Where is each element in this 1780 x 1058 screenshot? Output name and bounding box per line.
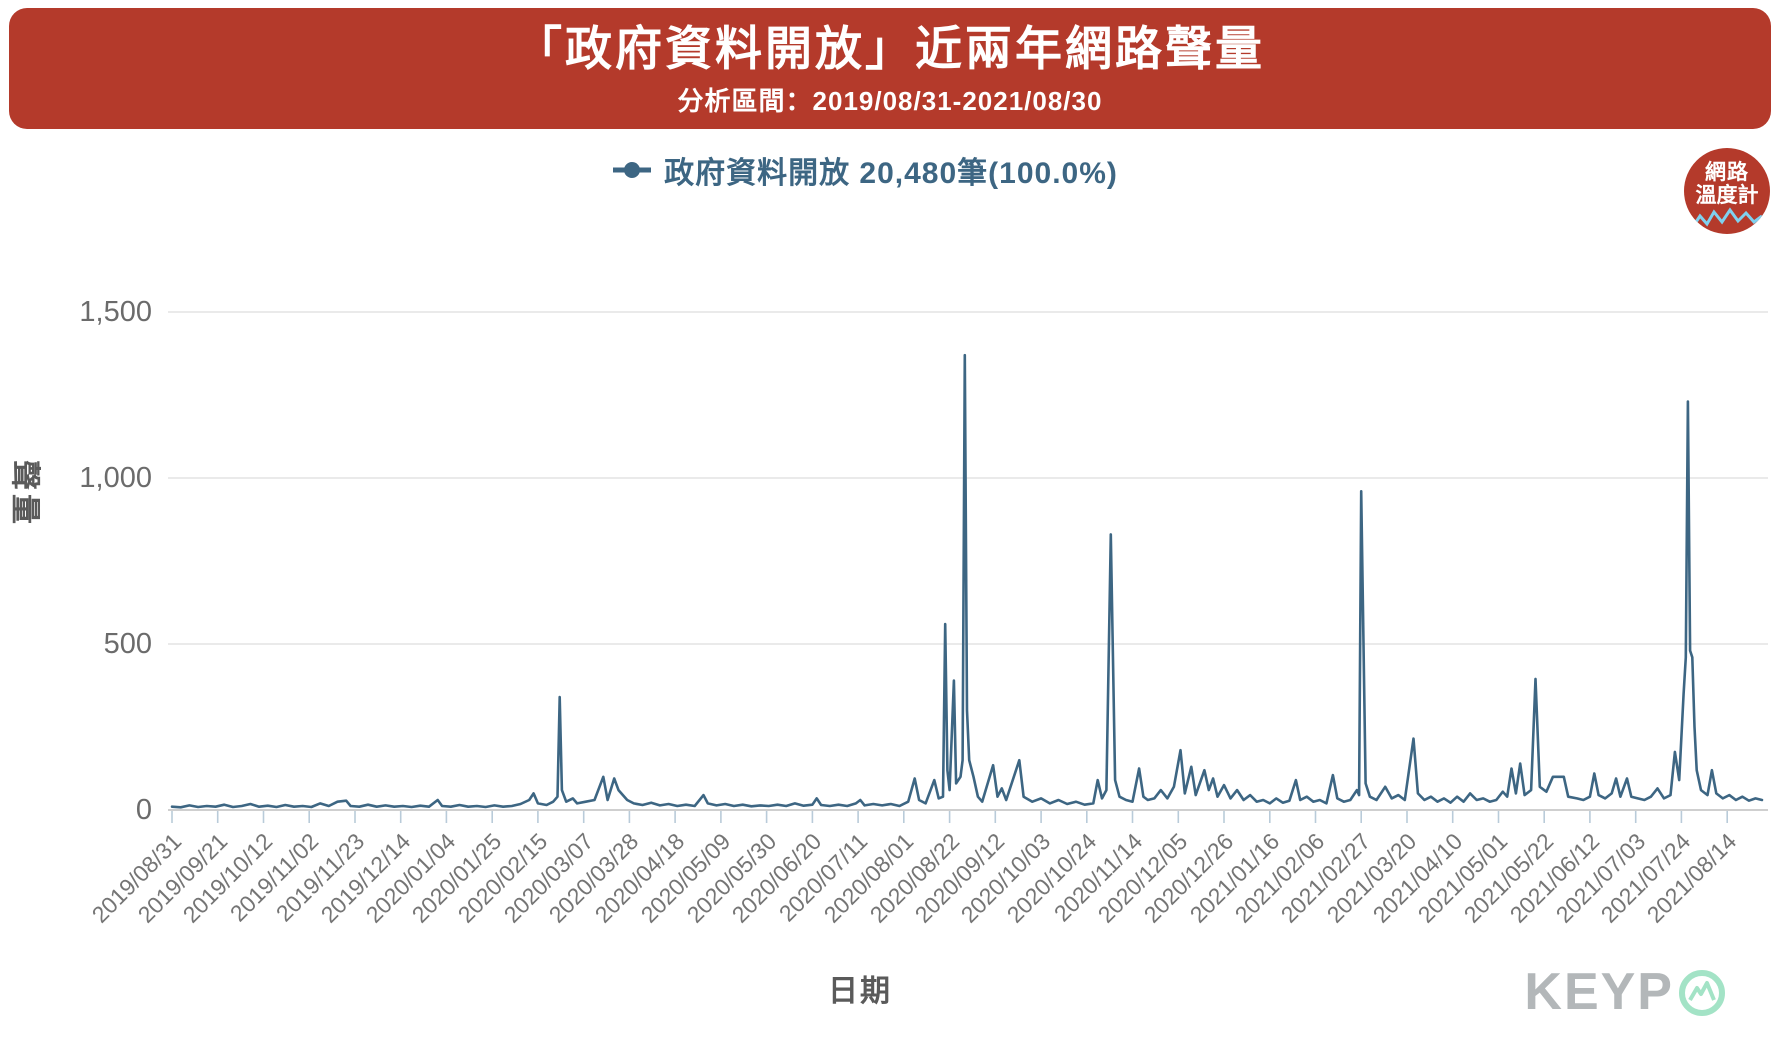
temperature-wave-icon xyxy=(1690,207,1763,229)
legend-label: 政府資料開放 20,480筆(100.0%) xyxy=(664,157,1118,190)
y-tick-label: 500 xyxy=(103,628,152,660)
badge-text-line1: 網路 xyxy=(1705,161,1749,184)
brand-badge: 網路 溫度計 xyxy=(1684,148,1770,234)
header-banner: 「政府資料開放」近兩年網路聲量 分析區間：2019/08/31-2021/08/… xyxy=(9,8,1771,129)
series-line[interactable] xyxy=(170,353,1764,809)
keypo-o-mountain-icon xyxy=(1679,970,1725,1016)
badge-text-line2: 溫度計 xyxy=(1695,184,1759,207)
y-tick-label: 1,000 xyxy=(79,462,152,494)
keypo-watermark: KEYP xyxy=(1524,962,1728,1022)
legend[interactable]: 政府資料開放 20,480筆(100.0%) xyxy=(0,148,1730,192)
legend-line-dot-icon xyxy=(613,162,652,178)
y-tick-label: 1,500 xyxy=(79,296,152,328)
y-axis-title: 聲量 xyxy=(8,460,41,528)
y-tick-label: 0 xyxy=(135,794,152,826)
page-title: 「政府資料開放」近兩年網路聲量 xyxy=(515,22,1265,75)
x-axis-title: 日期 xyxy=(828,975,892,1008)
keypo-text: KEYP xyxy=(1524,963,1674,1021)
analysis-period: 分析區間：2019/08/31-2021/08/30 xyxy=(677,86,1103,116)
